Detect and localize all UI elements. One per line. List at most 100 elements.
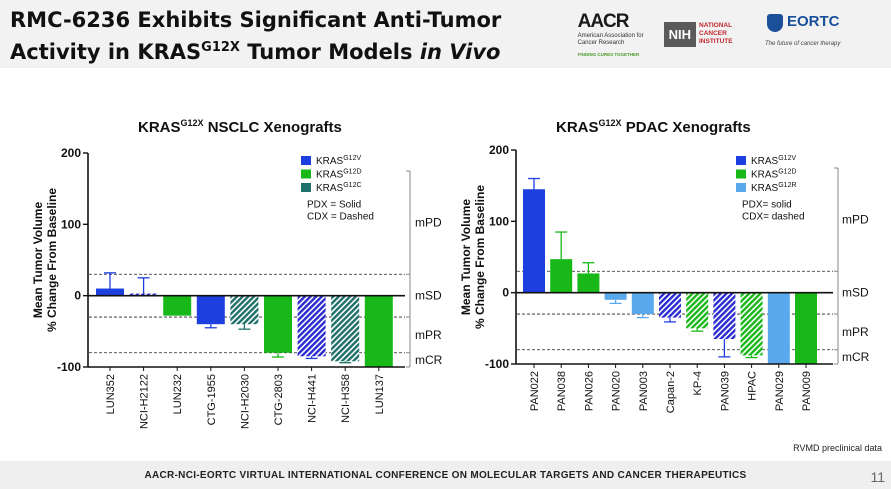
x-tick-label: PAN022 — [529, 371, 541, 411]
aacr-logo-word: AACR — [577, 11, 630, 32]
response-label: mPR — [415, 328, 442, 342]
nih-logo-text: NATIONAL CANCER INSTITUTE — [699, 22, 733, 45]
x-tick-label: LUN137 — [374, 374, 386, 414]
legend-label: KRASG12V — [316, 155, 361, 167]
aacr-logo: AACR American Association for Cancer Res… — [574, 9, 652, 59]
bar — [96, 288, 124, 296]
eortc-logo: EORTC The future of cancer therapy — [765, 11, 851, 57]
chart-pdac: PAN022 PAN038 PAN026 PAN020 PAN003 Capan-2 KP-… — [459, 143, 870, 413]
legend-label: KRASG12R — [751, 182, 797, 194]
x-tick-label: PAN009 — [801, 371, 813, 411]
pdac-title-post: PDAC Xenografts — [621, 119, 751, 136]
bar — [740, 292, 763, 356]
bar — [795, 292, 817, 364]
bar — [577, 273, 600, 293]
x-tick-label: Capan-2 — [665, 371, 677, 413]
bar — [523, 189, 545, 293]
pdac-title-pre: KRAS — [556, 119, 599, 136]
y-axis-label: Mean Tumor Volume — [459, 199, 473, 316]
x-tick-label: KP-4 — [692, 371, 704, 395]
response-label: mCR — [842, 350, 870, 364]
x-tick-label: NCI-H2030 — [239, 374, 251, 429]
aacr-logo-tagline: FINDING CURES TOGETHER — [577, 52, 640, 57]
x-tick-label: CTG-2803 — [273, 374, 285, 425]
pdac-chart-title: KRASG12X PDAC Xenografts — [556, 118, 751, 136]
legend-note: PDX= solid — [742, 200, 792, 211]
bar — [767, 292, 790, 364]
legend-note: CDX = Dashed — [307, 212, 374, 223]
title-line-2-mid: Tumor Models — [239, 40, 420, 64]
bar — [713, 292, 736, 340]
legend-swatch — [301, 183, 311, 192]
bar — [196, 295, 225, 325]
page-number: 11 — [870, 469, 885, 485]
y-axis-label: Mean Tumor Volume — [31, 202, 45, 319]
bar — [364, 295, 393, 367]
eortc-logo-tagline: The future of cancer therapy — [765, 41, 841, 47]
bar — [550, 259, 573, 293]
x-tick-label: LUN352 — [105, 374, 117, 414]
legend-swatch — [736, 183, 746, 192]
response-label: mPD — [415, 216, 442, 230]
nsclc-title-pre: KRAS — [138, 119, 181, 136]
response-label: mSD — [415, 289, 442, 303]
legend-label: KRASG12V — [751, 155, 796, 167]
bar — [129, 293, 158, 296]
x-tick-label: LUN232 — [172, 374, 184, 414]
bar — [264, 295, 292, 353]
x-tick-label: CTG-1955 — [206, 374, 218, 425]
title-line-2-sup: G12X — [201, 40, 240, 55]
preclinical-note: RVMD preclinical data — [793, 443, 882, 453]
y-tick-label: -100 — [57, 360, 81, 374]
nsclc-title-post: NSCLC Xenografts — [203, 119, 342, 136]
x-tick-label: PAN003 — [638, 371, 650, 411]
bar — [331, 295, 360, 362]
bar — [163, 295, 192, 316]
response-label: mSD — [842, 286, 869, 300]
legend-label: KRASG12D — [316, 169, 362, 181]
x-tick-label: PAN026 — [583, 371, 595, 411]
bar — [297, 295, 326, 357]
x-tick-label: NCI-H358 — [340, 374, 352, 423]
bar — [631, 292, 654, 315]
footer-text: AACR-NCI-EORTC VIRTUAL INTERNATIONAL CON… — [144, 470, 747, 481]
bar — [604, 292, 627, 300]
nih-logo-box: NIH — [663, 21, 696, 47]
pdac-title-sup: G12X — [598, 118, 622, 128]
y-tick-label: 200 — [489, 143, 509, 157]
bar — [686, 292, 709, 329]
x-tick-label: PAN029 — [774, 371, 786, 411]
x-tick-label: HPAC — [747, 371, 759, 401]
y-tick-label: 0 — [502, 286, 509, 300]
title-line-2-italic: in Vivo — [419, 40, 501, 64]
nih-logo: NIH NATIONAL CANCER INSTITUTE — [663, 21, 753, 47]
legend-note: PDX = Solid — [307, 200, 361, 211]
legend-label: KRASG12C — [316, 182, 362, 194]
x-tick-label: NCI-H441 — [307, 374, 319, 423]
y-tick-label: 200 — [61, 146, 81, 160]
response-label: mPR — [842, 325, 869, 339]
aacr-logo-subtitle: American Association for Cancer Research — [577, 33, 644, 46]
nsclc-title-sup: G12X — [180, 118, 204, 128]
x-tick-label: PAN038 — [556, 371, 568, 411]
response-label: mCR — [415, 353, 443, 367]
y-axis-label: % Change From Baseline — [473, 185, 487, 329]
response-label: mPD — [842, 213, 869, 227]
title-line-1: RMC-6236 Exhibits Significant Anti-Tumor — [10, 8, 502, 32]
y-tick-label: -100 — [485, 357, 509, 371]
legend-swatch — [301, 156, 311, 165]
nsclc-chart-title: KRASG12X NSCLC Xenografts — [138, 118, 342, 136]
y-tick-label: 100 — [489, 214, 509, 228]
bar — [659, 292, 681, 318]
legend-swatch — [301, 169, 311, 179]
legend-note: CDX= dashed — [742, 212, 805, 223]
y-tick-label: 0 — [74, 289, 81, 303]
x-tick-label: PAN039 — [719, 371, 731, 411]
eortc-logo-word: EORTC — [787, 13, 840, 30]
eortc-shield-icon — [767, 14, 783, 32]
bar — [230, 295, 259, 325]
x-tick-label: PAN020 — [611, 371, 623, 411]
title-line-2-pre: Activity in KRAS — [10, 40, 202, 64]
legend-swatch — [736, 156, 746, 165]
